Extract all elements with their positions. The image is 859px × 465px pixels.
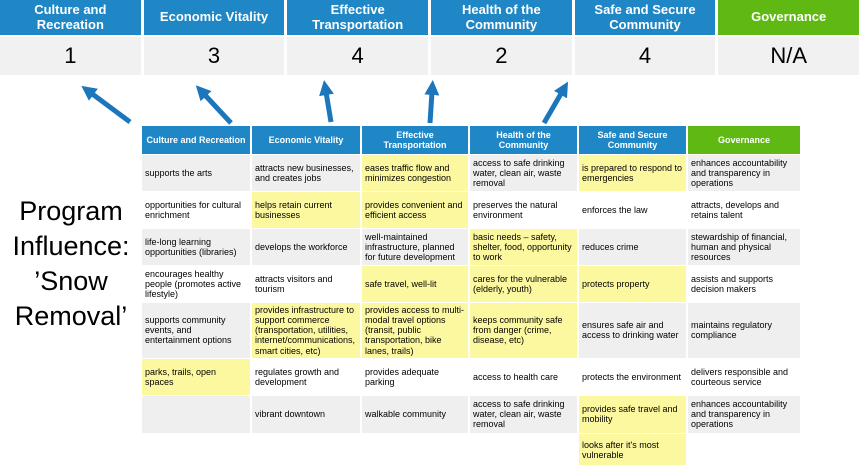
- priorities-matrix: Culture and Recreation Economic Vitality E…: [140, 125, 802, 465]
- summary-header-5: Governance: [718, 0, 859, 35]
- matrix-row-3: life-long learning opportunities (librar…: [142, 229, 800, 265]
- summary-header-0: Culture and Recreation: [0, 0, 141, 35]
- matrix-header-0: Culture and Recreation: [142, 126, 250, 154]
- arrow-health-of-the-community: [424, 80, 440, 124]
- matrix-row-8: looks after it's most vulnerable: [142, 433, 800, 465]
- matrix-cell-r8-c4: [470, 433, 577, 465]
- matrix-cell-r4-c4: cares for the vulnerable (elderly, youth…: [470, 266, 577, 302]
- matrix-cell-r5-c1: supports community events, and entertain…: [142, 303, 250, 358]
- matrix-cell-r8-c6: [688, 433, 800, 465]
- matrix-row-7: vibrant downtown walkable community access…: [142, 395, 800, 433]
- summary-header-4: Safe and Secure Community: [574, 0, 716, 35]
- summary-bar: Culture and Recreation 1 Economic Vitality…: [0, 0, 859, 75]
- matrix-cell-r1-c5: is prepared to respond to emergencies: [579, 155, 686, 191]
- summary-header-2: Effective Transportation: [287, 0, 428, 35]
- summary-header-3: Health of the Community: [431, 0, 572, 35]
- matrix-header-5: Governance: [688, 126, 800, 154]
- arrow-effective-transportation: [319, 80, 334, 123]
- matrix-cell-r8-c5: looks after it's most vulnerable: [579, 433, 686, 465]
- matrix-cell-r2-c3: provides convenient and efficient access: [362, 192, 468, 228]
- matrix-cell-r2-c6: attracts, develops and retains talent: [688, 192, 800, 228]
- matrix-header-row: Culture and Recreation Economic Vitality E…: [142, 126, 800, 154]
- matrix-cell-r4-c5: protects property: [579, 266, 686, 302]
- program-influence-line-1: Influence:: [12, 231, 130, 262]
- matrix-cell-r7-c4: access to safe drinking water, clean air…: [470, 395, 577, 433]
- influence-arrows: [81, 80, 569, 125]
- matrix-cell-r2-c2: helps retain current businesses: [252, 192, 360, 228]
- matrix-cell-r1-c1: supports the arts: [142, 155, 250, 191]
- matrix-cell-r5-c6: maintains regulatory compliance: [688, 303, 800, 358]
- matrix-row-5: supports community events, and entertain…: [142, 303, 800, 358]
- summary-score-0: 1: [0, 37, 141, 75]
- matrix-cell-r4-c2: attracts visitors and tourism: [252, 266, 360, 302]
- matrix-header-4: Safe and Secure Community: [579, 126, 686, 154]
- summary-score-2: 4: [287, 37, 428, 75]
- summary-score-4: 4: [574, 37, 716, 75]
- matrix-row-4: encourages healthy people (promotes acti…: [142, 266, 800, 302]
- arrow-economic-vitality: [195, 85, 233, 125]
- program-influence-line-3: Removal’: [14, 301, 128, 332]
- matrix-cell-r1-c2: attracts new businesses, and creates job…: [252, 155, 360, 191]
- matrix-cell-r3-c4: basic needs – safety, shelter, food, opp…: [470, 229, 577, 265]
- matrix-cell-r5-c4: keeps community safe from danger (crime,…: [470, 303, 577, 358]
- matrix-cell-r2-c1: opportunities for cultural enrichment: [142, 192, 250, 228]
- arrow-safe-and-secure-community: [541, 81, 569, 125]
- matrix-cell-r1-c4: access to safe drinking water, clean air…: [470, 155, 577, 191]
- program-influence-label: Program Influence: ’Snow Removal’: [0, 194, 142, 334]
- matrix-cell-r3-c2: develops the workforce: [252, 229, 360, 265]
- matrix-cell-r5-c5: ensures safe air and access to drinking …: [579, 303, 686, 358]
- matrix-cell-r8-c1: [142, 433, 250, 465]
- matrix-header-2: Effective Transportation: [362, 126, 468, 154]
- matrix-cell-r6-c3: provides adequate parking: [362, 358, 468, 395]
- matrix-cell-r7-c6: enhances accountability and transparency…: [688, 395, 800, 433]
- matrix-cell-r7-c3: walkable community: [362, 395, 468, 433]
- program-influence-line-2: ’Snow: [34, 266, 108, 297]
- matrix-cell-r3-c3: well-maintained infrastructure, planned …: [362, 229, 468, 265]
- matrix-cell-r3-c1: life-long learning opportunities (librar…: [142, 229, 250, 265]
- matrix-cell-r3-c6: stewardship of financial, human and phys…: [688, 229, 800, 265]
- matrix-cell-r6-c1: parks, trails, open spaces: [142, 358, 250, 395]
- matrix-cell-r7-c2: vibrant downtown: [252, 395, 360, 433]
- matrix-cell-r4-c3: safe travel, well-lit: [362, 266, 468, 302]
- matrix-cell-r4-c1: encourages healthy people (promotes acti…: [142, 266, 250, 302]
- summary-score-1: 3: [143, 37, 285, 75]
- matrix-cell-r8-c3: [362, 433, 468, 465]
- summary-header-1: Economic Vitality: [143, 0, 285, 35]
- summary-score-3: 2: [431, 37, 572, 75]
- matrix-row-6: parks, trails, open spaces regulates grow…: [142, 358, 800, 395]
- matrix-cell-r6-c5: protects the environment: [579, 358, 686, 395]
- arrow-culture-and-recreation: [81, 85, 132, 125]
- matrix-cell-r4-c6: assists and supports decision makers: [688, 266, 800, 302]
- matrix-cell-r2-c4: preserves the natural environment: [470, 192, 577, 228]
- matrix-cell-r2-c5: enforces the law: [579, 192, 686, 228]
- matrix-cell-r6-c4: access to health care: [470, 358, 577, 395]
- matrix-cell-r1-c3: eases traffic flow and minimizes congest…: [362, 155, 468, 191]
- matrix-row-2: opportunities for cultural enrichment hel…: [142, 192, 800, 228]
- matrix-cell-r8-c2: [252, 433, 360, 465]
- matrix-cell-r6-c6: delivers responsible and courteous servi…: [688, 358, 800, 395]
- matrix-cell-r5-c2: provides infrastructure to support comme…: [252, 303, 360, 358]
- matrix-row-1: supports the arts attracts new businesses…: [142, 155, 800, 191]
- matrix-cell-r5-c3: provides access to multi-modal travel op…: [362, 303, 468, 358]
- matrix-cell-r6-c2: regulates growth and development: [252, 358, 360, 395]
- program-influence-line-0: Program: [19, 196, 123, 226]
- matrix-cell-r3-c5: reduces crime: [579, 229, 686, 265]
- summary-score-5: N/A: [718, 37, 859, 75]
- matrix-header-3: Health of the Community: [470, 126, 577, 154]
- matrix-header-1: Economic Vitality: [252, 126, 360, 154]
- matrix-cell-r1-c6: enhances accountability and transparency…: [688, 155, 800, 191]
- matrix-cell-r7-c1: [142, 395, 250, 433]
- matrix-cell-r7-c5: provides safe travel and mobility: [579, 395, 686, 433]
